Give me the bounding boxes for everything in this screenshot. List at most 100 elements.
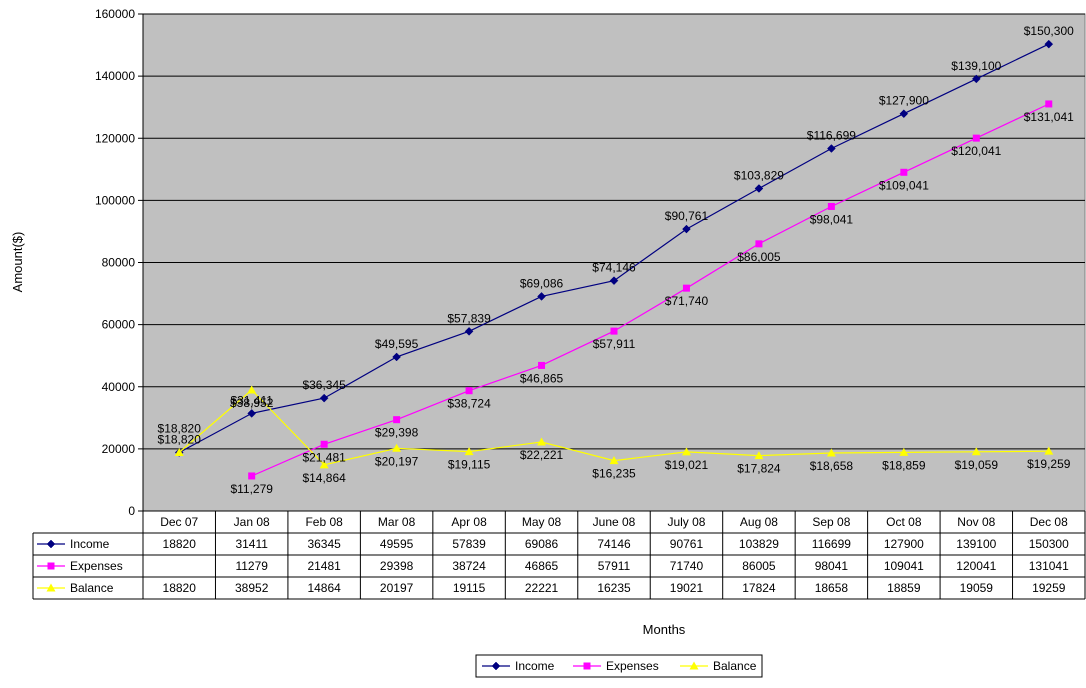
x-tick-label: Apr 08 [451, 515, 487, 529]
balance-table-cell: 18820 [163, 581, 197, 595]
y-tick-label: 60000 [102, 318, 136, 332]
x-tick-label: May 08 [522, 515, 562, 529]
balance-point [681, 447, 691, 456]
y-tick-label: 40000 [102, 380, 136, 394]
expenses-data-label: $109,041 [879, 178, 929, 192]
balance-point [826, 448, 836, 457]
income-table-cell: 90761 [670, 537, 704, 551]
expenses-table-cell: 38724 [452, 559, 486, 573]
balance-point [247, 385, 257, 394]
legend-box [475, 654, 763, 678]
expenses-table-cell: 98041 [815, 559, 849, 573]
expenses-series [248, 100, 1053, 480]
x-tick-label: Mar 08 [378, 515, 416, 529]
balance-data-label: $19,059 [955, 458, 999, 472]
data-labels: $18,820 $31,411 $36,345 $49,595 $57,839 $69,0… [158, 24, 1075, 496]
expenses-point [538, 361, 546, 369]
income-data-label: $139,100 [951, 59, 1001, 73]
y-tick-label: 120000 [95, 131, 135, 145]
x-tick-label: June 08 [593, 515, 636, 529]
income-point [609, 276, 619, 286]
balance-table-cell: 18859 [887, 581, 921, 595]
expenses-data-label: $98,041 [810, 212, 854, 226]
income-data-label: $103,829 [734, 168, 784, 182]
expenses-point [900, 168, 908, 176]
income-data-label: $150,300 [1024, 24, 1074, 38]
x-tick-label: Dec 07 [160, 515, 198, 529]
expenses-point [248, 472, 256, 480]
income-data-label: $49,595 [375, 337, 419, 351]
balance-table-cell: 22221 [525, 581, 559, 595]
income-table-cell: 18820 [163, 537, 197, 551]
balance-data-label: $14,864 [302, 471, 346, 485]
balance-table-cell: 14864 [307, 581, 341, 595]
expenses-data-label: $131,041 [1024, 110, 1074, 124]
expenses-point [320, 440, 328, 448]
balance-table-cell: 19059 [960, 581, 994, 595]
income-point [899, 109, 909, 119]
income-row-label: Income [70, 537, 110, 551]
expenses-point [972, 134, 980, 142]
balance-data-label: $16,235 [592, 467, 636, 481]
expenses-table-cell: 131041 [1029, 559, 1069, 573]
series-layer [174, 39, 1054, 480]
x-tick-label: Nov 08 [957, 515, 995, 529]
income-data-label: $116,699 [807, 129, 856, 143]
balance-row-label: Balance [70, 581, 114, 595]
expenses-row-label: Expenses [70, 559, 123, 573]
balance-point [899, 447, 909, 456]
income-data-label: $31,411 [230, 393, 273, 407]
balance-table-cell: 19021 [670, 581, 704, 595]
expenses-data-label: $120,041 [951, 144, 1001, 158]
balance-series [174, 385, 1054, 469]
data-table: Dec 07 Jan 08 Feb 08 Mar 08 Apr 08 May 08 June… [32, 510, 1086, 600]
balance-point [392, 443, 402, 452]
gridlines [143, 13, 1085, 450]
income-point [319, 393, 329, 403]
balance-data-label: $19,259 [1027, 457, 1071, 471]
income-data-label: $90,761 [665, 209, 709, 223]
expenses-point [393, 416, 401, 424]
balance-data-label: $38,952 [230, 396, 274, 410]
expenses-table-cell: 57911 [598, 559, 631, 573]
y-tick-label: 100000 [95, 193, 135, 207]
income-point [464, 326, 474, 336]
balance-data-label: $18,658 [810, 459, 854, 473]
expenses-point [682, 284, 690, 292]
income-legend-label: Income [515, 659, 555, 673]
income-point [682, 224, 691, 234]
expenses-table-cell: 46865 [525, 559, 559, 573]
income-legend-marker [491, 661, 501, 671]
expenses-data-label: $57,911 [593, 337, 636, 351]
x-tick-label: July 08 [667, 515, 705, 529]
balance-point [971, 447, 981, 456]
income-table-cell: 127900 [884, 537, 924, 551]
balance-data-label: $17,824 [737, 462, 781, 476]
x-tick-label: Sep 08 [812, 515, 850, 529]
expenses-point [755, 240, 763, 248]
income-table-cell: 150300 [1029, 537, 1069, 551]
expenses-table-cell: 86005 [742, 559, 776, 573]
expenses-point [1045, 100, 1053, 108]
x-tick-label: Jan 08 [234, 515, 270, 529]
expenses-table-cell: 21481 [307, 559, 341, 573]
income-table-cell: 74146 [597, 537, 631, 551]
income-data-label: $57,839 [447, 311, 491, 325]
x-tick-label: Feb 08 [305, 515, 343, 529]
expenses-table-cell: 120041 [956, 559, 996, 573]
expenses-table-cell: 71740 [670, 559, 704, 573]
income-point [827, 144, 836, 153]
balance-point [754, 451, 764, 460]
y-tick-label: 20000 [102, 442, 136, 456]
balance-table-cell: 16235 [597, 581, 631, 595]
expenses-point [827, 202, 835, 210]
income-table-cell: 36345 [307, 537, 341, 551]
income-point [1044, 39, 1054, 49]
x-axis-title: Months [643, 622, 686, 637]
balance-table-cell: 20197 [380, 581, 414, 595]
balance-point [537, 437, 547, 446]
y-tick-label: 160000 [95, 7, 135, 21]
income-table-cell: 31411 [235, 537, 268, 551]
income-table-cell: 139100 [956, 537, 996, 551]
